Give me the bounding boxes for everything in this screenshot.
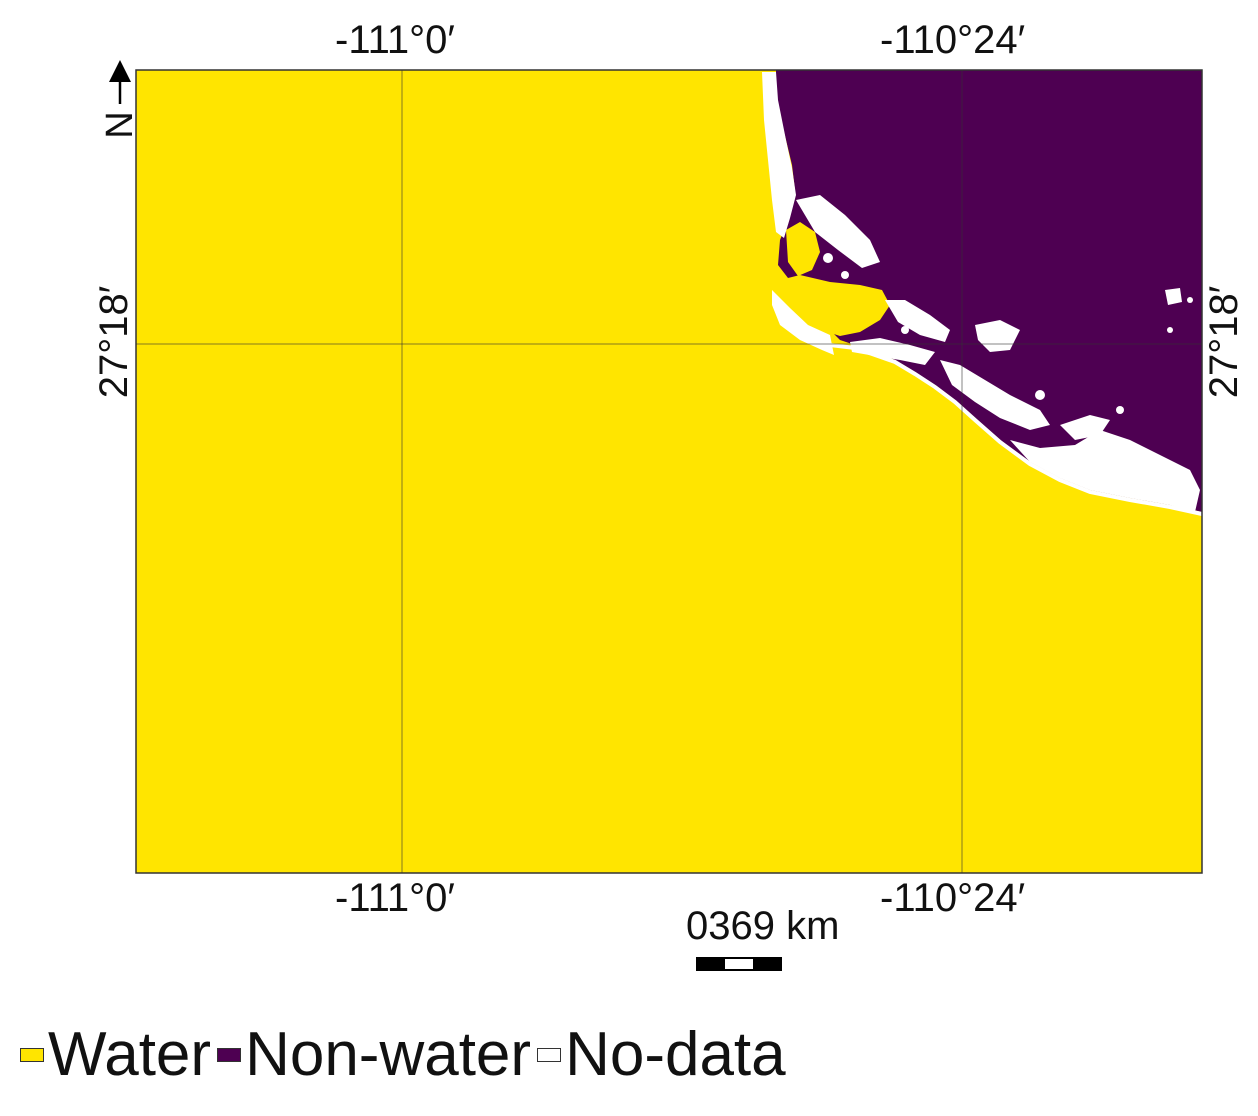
scale-segment bbox=[725, 959, 753, 969]
legend-label-no-data: No-data bbox=[565, 1020, 786, 1089]
scale-segment bbox=[698, 959, 726, 969]
north-arrow-icon bbox=[109, 60, 131, 104]
lagoon bbox=[780, 275, 890, 336]
no-data-swatch bbox=[537, 1048, 562, 1062]
legend-label-non-water: Non-water bbox=[245, 1020, 532, 1089]
bottom-lon-label-1: -111°0′ bbox=[335, 876, 455, 920]
non-water-swatch bbox=[217, 1048, 242, 1062]
coastline bbox=[829, 343, 1203, 516]
water-swatch bbox=[20, 1048, 44, 1062]
scale-bar bbox=[696, 957, 782, 971]
bottom-lon-label-2: -110°24′ bbox=[880, 876, 1026, 920]
legend-item-no-data: No-data bbox=[537, 1020, 786, 1090]
scale-segment bbox=[752, 959, 780, 969]
upper-lagoon bbox=[786, 222, 820, 276]
legend-item-non-water: Non-water bbox=[217, 1020, 531, 1090]
top-lon-label-2: -110°24′ bbox=[880, 18, 1026, 62]
legend: Water Non-water No-data bbox=[20, 1010, 792, 1100]
no-data-areas bbox=[762, 72, 1200, 512]
map-frame bbox=[135, 69, 1203, 874]
north-label: N bbox=[99, 111, 141, 139]
top-lon-label-1: -111°0′ bbox=[335, 18, 455, 62]
non-water-land bbox=[776, 70, 1202, 512]
legend-label-water: Water bbox=[48, 1020, 212, 1089]
left-lat-label: 27°18′ bbox=[92, 285, 136, 399]
right-lat-label: 27°18′ bbox=[1202, 285, 1246, 399]
legend-item-water: Water bbox=[20, 1020, 211, 1090]
scale-bar-label: 0369 km bbox=[686, 904, 840, 948]
